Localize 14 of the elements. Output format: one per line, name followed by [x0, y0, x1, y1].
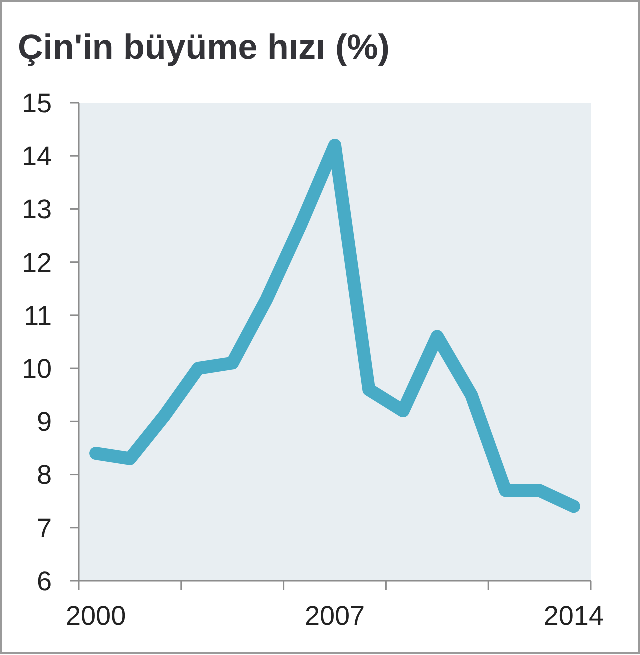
y-tick-label: 11: [24, 300, 52, 331]
x-tick-label: 2007: [304, 601, 366, 631]
x-tick-label: 2000: [66, 601, 126, 631]
y-tick-label: 7: [36, 513, 52, 544]
y-tick-label: 14: [22, 142, 52, 172]
y-tick-label: 10: [22, 354, 52, 384]
y-tick-label: 9: [36, 407, 52, 438]
y-tick-label: 13: [22, 194, 52, 225]
y-tick-label: 15: [22, 88, 52, 118]
x-tick-label: 2014: [544, 601, 604, 631]
y-tick-label: 12: [22, 248, 52, 278]
chart-title: Çin'in büyüme hızı (%): [18, 28, 390, 67]
y-tick-label: 6: [36, 566, 52, 596]
y-tick-label: 8: [36, 460, 52, 490]
